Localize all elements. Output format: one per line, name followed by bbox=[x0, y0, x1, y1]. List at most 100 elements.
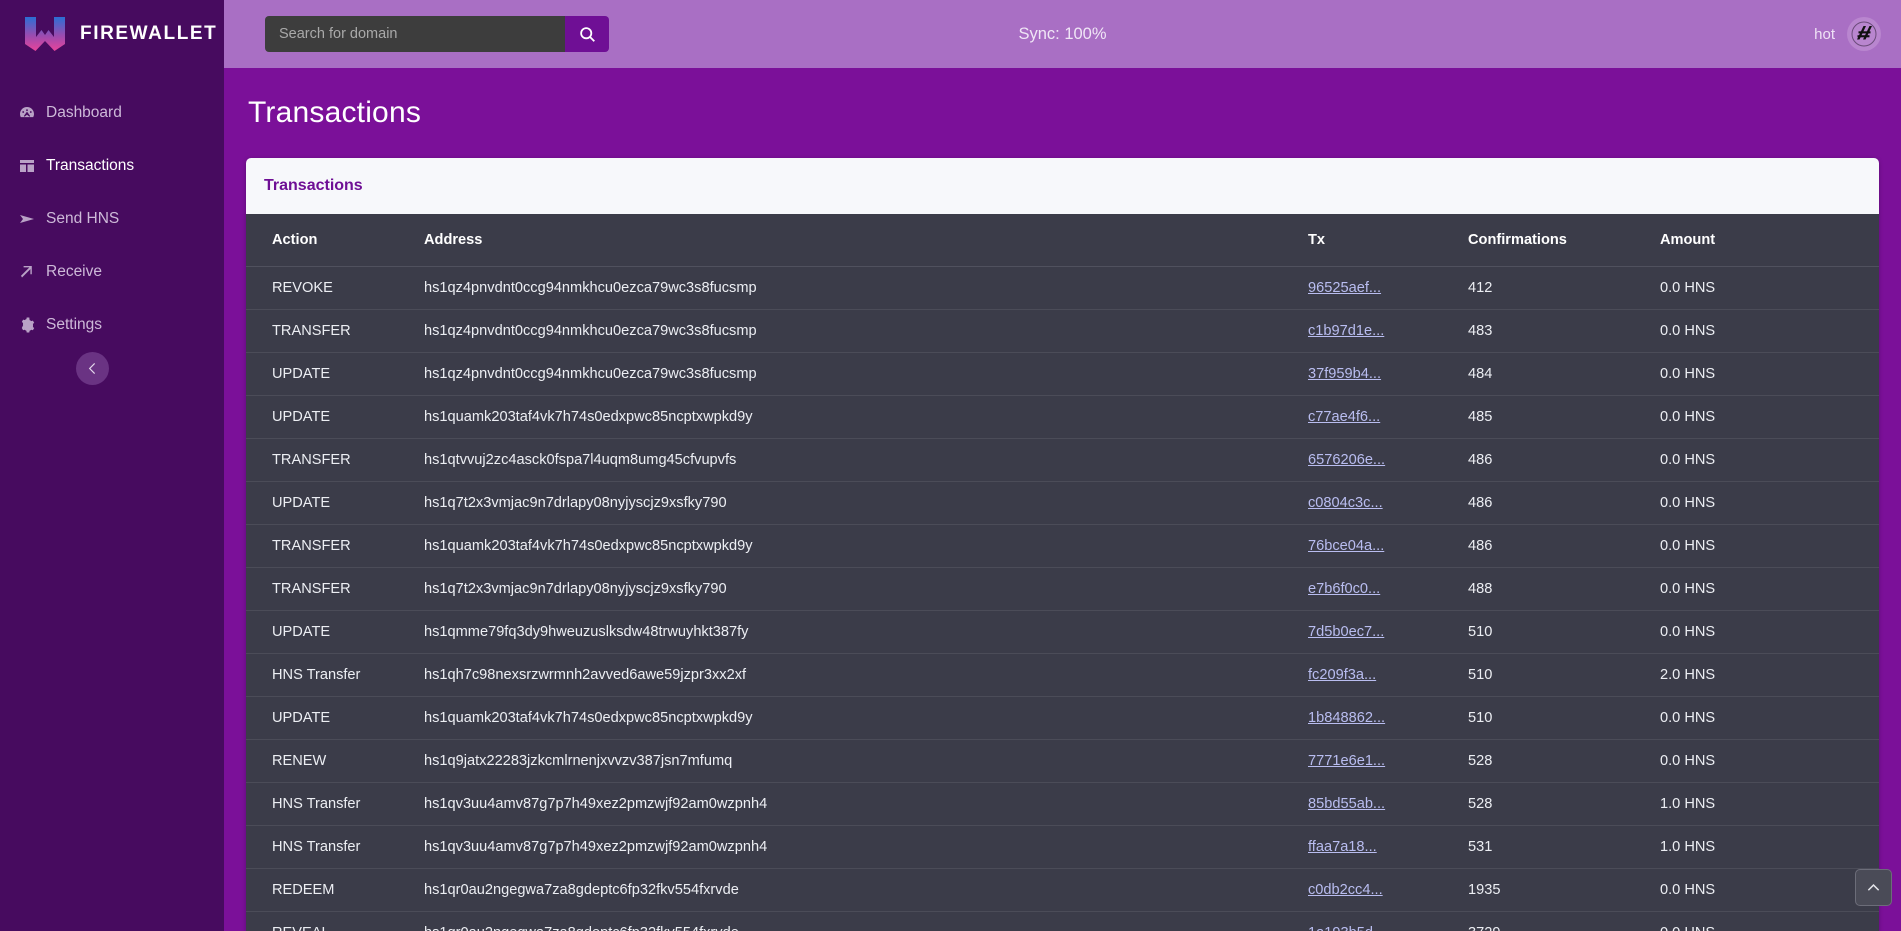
cell-action: REVEAL bbox=[246, 911, 424, 931]
sidebar-item-dashboard[interactable]: Dashboard bbox=[0, 86, 224, 139]
table-row: REVOKE hs1qz4pnvdnt0ccg94nmkhcu0ezca79wc3… bbox=[246, 266, 1879, 310]
cell-tx[interactable]: e7b6f0c0... bbox=[1308, 567, 1468, 611]
cell-amount: 0.0 HNS bbox=[1660, 309, 1879, 353]
cell-tx[interactable]: 7771e6e1... bbox=[1308, 739, 1468, 783]
cell-action: REVOKE bbox=[246, 266, 424, 310]
brand[interactable]: FIREWALLET bbox=[0, 0, 224, 68]
page-title: Transactions bbox=[248, 96, 422, 129]
search-bar bbox=[265, 16, 609, 52]
sidebar-item-transactions[interactable]: Transactions bbox=[0, 139, 224, 192]
cell-tx[interactable]: fc209f3a... bbox=[1308, 653, 1468, 697]
column-header-confirmations[interactable]: Confirmations bbox=[1468, 214, 1660, 267]
table-row: HNS Transfer hs1qv3uu4amv87g7p7h49xez2pmz… bbox=[246, 782, 1879, 826]
cell-address: hs1q7t2x3vmjac9n7drlapy08nyjyscjz9xsfky7… bbox=[424, 567, 1308, 611]
cell-address: hs1qz4pnvdnt0ccg94nmkhcu0ezca79wc3s8fucs… bbox=[424, 352, 1308, 396]
cell-address: hs1quamk203taf4vk7h74s0edxpwc85ncptxwpkd… bbox=[424, 395, 1308, 439]
cell-confirmations: 1935 bbox=[1468, 868, 1660, 912]
search-button[interactable] bbox=[565, 16, 609, 52]
cell-tx[interactable]: 7d5b0ec7... bbox=[1308, 610, 1468, 654]
cell-amount: 0.0 HNS bbox=[1660, 481, 1879, 525]
dashboard-icon bbox=[18, 104, 35, 121]
cell-action: UPDATE bbox=[246, 696, 424, 740]
column-header-tx[interactable]: Tx bbox=[1308, 214, 1468, 267]
tx-link[interactable]: c0db2cc4... bbox=[1308, 882, 1383, 898]
tx-link[interactable]: fc209f3a... bbox=[1308, 667, 1377, 683]
sidebar-nav: Dashboard Transactions Send HNS Receive bbox=[0, 86, 224, 351]
cell-action: UPDATE bbox=[246, 395, 424, 439]
search-input[interactable] bbox=[265, 16, 565, 52]
tx-link[interactable]: 7d5b0ec7... bbox=[1308, 624, 1385, 640]
cell-amount: 1.0 HNS bbox=[1660, 825, 1879, 869]
cell-address: hs1qtvvuj2zc4asck0fspa7l4uqm8umg45cfvupv… bbox=[424, 438, 1308, 482]
scroll-to-top-button[interactable] bbox=[1855, 869, 1892, 906]
table-row: HNS Transfer hs1qv3uu4amv87g7p7h49xez2pmz… bbox=[246, 825, 1879, 869]
sidebar-item-settings[interactable]: Settings bbox=[0, 298, 224, 351]
table-row: UPDATE hs1q7t2x3vmjac9n7drlapy08nyjyscjz9… bbox=[246, 481, 1879, 525]
tx-link[interactable]: 6576206e... bbox=[1308, 452, 1386, 468]
tx-link[interactable]: 7771e6e1... bbox=[1308, 753, 1386, 769]
column-header-address[interactable]: Address bbox=[424, 214, 1308, 267]
cell-tx[interactable]: ffaa7a18... bbox=[1308, 825, 1468, 869]
tx-link[interactable]: c77ae4f6... bbox=[1308, 409, 1381, 425]
tx-link[interactable]: 1a193b5d... bbox=[1308, 925, 1385, 931]
sidebar-item-send-hns[interactable]: Send HNS bbox=[0, 192, 224, 245]
cell-tx[interactable]: 96525aef... bbox=[1308, 266, 1468, 310]
cell-tx[interactable]: 76bce04a... bbox=[1308, 524, 1468, 568]
cell-action: TRANSFER bbox=[246, 524, 424, 568]
table-body: REVOKE hs1qz4pnvdnt0ccg94nmkhcu0ezca79wc3… bbox=[246, 266, 1879, 931]
column-header-amount[interactable]: Amount bbox=[1660, 214, 1879, 267]
table-row: UPDATE hs1quamk203taf4vk7h74s0edxpwc85ncp… bbox=[246, 395, 1879, 439]
cell-confirmations: 528 bbox=[1468, 739, 1660, 783]
sidebar-collapse-button[interactable] bbox=[76, 352, 109, 385]
tx-link[interactable]: ffaa7a18... bbox=[1308, 839, 1377, 855]
cell-tx[interactable]: 1b848862... bbox=[1308, 696, 1468, 740]
cell-tx[interactable]: 85bd55ab... bbox=[1308, 782, 1468, 826]
table-row: HNS Transfer hs1qh7c98nexsrzwrmnh2avved6a… bbox=[246, 653, 1879, 697]
cell-tx[interactable]: 1a193b5d... bbox=[1308, 911, 1468, 931]
cell-tx[interactable]: c1b97d1e... bbox=[1308, 309, 1468, 353]
w-logo-icon bbox=[25, 17, 65, 51]
grid-icon bbox=[18, 157, 35, 174]
table-head: Action Address Tx Confirmations Amount bbox=[246, 214, 1879, 267]
cell-action: HNS Transfer bbox=[246, 653, 424, 697]
cell-tx[interactable]: c0804c3c... bbox=[1308, 481, 1468, 525]
tx-link[interactable]: c0804c3c... bbox=[1308, 495, 1383, 511]
cell-action: TRANSFER bbox=[246, 438, 424, 482]
cell-confirmations: 510 bbox=[1468, 653, 1660, 697]
cell-confirmations: 412 bbox=[1468, 266, 1660, 310]
wallet-indicator[interactable]: hot bbox=[1814, 17, 1881, 51]
cell-address: hs1quamk203taf4vk7h74s0edxpwc85ncptxwpkd… bbox=[424, 524, 1308, 568]
card-header-title: Transactions bbox=[264, 177, 363, 194]
tx-link[interactable]: 1b848862... bbox=[1308, 710, 1386, 726]
cell-amount: 0.0 HNS bbox=[1660, 266, 1879, 310]
sidebar-item-receive[interactable]: Receive bbox=[0, 245, 224, 298]
tx-link[interactable]: 85bd55ab... bbox=[1308, 796, 1386, 812]
transactions-card: Transactions Action Address Tx Confirmat… bbox=[246, 158, 1879, 931]
cell-tx[interactable]: c0db2cc4... bbox=[1308, 868, 1468, 912]
tx-link[interactable]: c1b97d1e... bbox=[1308, 323, 1385, 339]
column-header-action[interactable]: Action bbox=[246, 214, 424, 267]
wallet-name-label: hot bbox=[1814, 25, 1835, 43]
cell-confirmations: 483 bbox=[1468, 309, 1660, 353]
cell-address: hs1qv3uu4amv87g7p7h49xez2pmzwjf92am0wzpn… bbox=[424, 782, 1308, 826]
cell-confirmations: 486 bbox=[1468, 481, 1660, 525]
chevron-left-icon bbox=[88, 363, 96, 374]
cell-confirmations: 528 bbox=[1468, 782, 1660, 826]
cell-amount: 0.0 HNS bbox=[1660, 395, 1879, 439]
cell-amount: 0.0 HNS bbox=[1660, 352, 1879, 396]
tx-link[interactable]: 96525aef... bbox=[1308, 280, 1382, 296]
cell-action: UPDATE bbox=[246, 481, 424, 525]
tx-link[interactable]: 37f959b4... bbox=[1308, 366, 1382, 382]
tx-link[interactable]: 76bce04a... bbox=[1308, 538, 1385, 554]
cell-tx[interactable]: 37f959b4... bbox=[1308, 352, 1468, 396]
cell-tx[interactable]: 6576206e... bbox=[1308, 438, 1468, 482]
cell-confirmations: 485 bbox=[1468, 395, 1660, 439]
cell-amount: 2.0 HNS bbox=[1660, 653, 1879, 697]
cell-tx[interactable]: c77ae4f6... bbox=[1308, 395, 1468, 439]
cell-action: REDEEM bbox=[246, 868, 424, 912]
transactions-table: Action Address Tx Confirmations Amount R… bbox=[246, 214, 1879, 931]
cell-confirmations: 531 bbox=[1468, 825, 1660, 869]
table-row: REDEEM hs1qr0au2ngegwa7za8gdeptc6fp32fkv5… bbox=[246, 868, 1879, 912]
tx-link[interactable]: e7b6f0c0... bbox=[1308, 581, 1381, 597]
